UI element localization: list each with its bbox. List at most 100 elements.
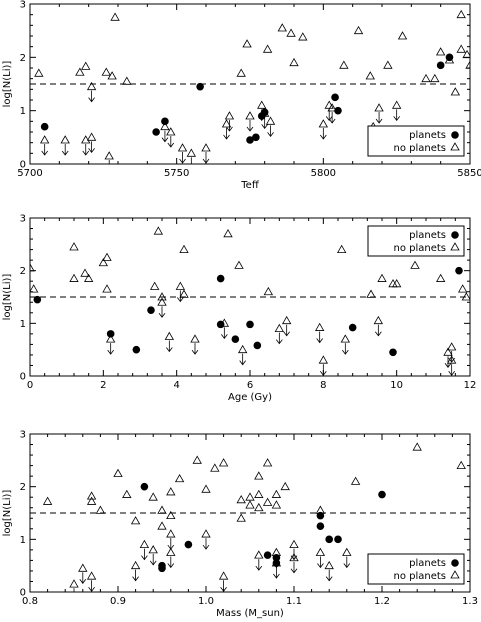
legend-label-planets: planets bbox=[409, 230, 446, 241]
y-tick-label: 3 bbox=[20, 214, 26, 225]
no-planets-marker bbox=[122, 76, 132, 85]
upper-limit-arrowhead bbox=[82, 150, 90, 156]
no-planets-marker bbox=[298, 32, 308, 41]
y-tick-label: 0 bbox=[20, 588, 26, 599]
planets-marker bbox=[40, 122, 49, 131]
no-planets-marker bbox=[83, 273, 94, 282]
planets-marker bbox=[33, 295, 42, 304]
x-tick-label: 0.8 bbox=[22, 596, 38, 607]
upper-limit-arrowhead bbox=[444, 363, 452, 368]
no-planets-marker bbox=[190, 334, 200, 343]
no-planets-marker bbox=[245, 492, 255, 501]
no-planets-marker bbox=[280, 481, 290, 491]
planets-marker bbox=[158, 564, 166, 573]
upper-limit-arrowhead bbox=[141, 555, 148, 561]
no-planets-marker bbox=[457, 284, 468, 293]
no-planets-marker bbox=[201, 143, 211, 152]
y-tick-label: 1 bbox=[20, 319, 26, 330]
y-axis-label: log[N(Li)] bbox=[2, 61, 13, 108]
planets-marker bbox=[184, 540, 193, 549]
upper-limit-arrowhead bbox=[261, 124, 268, 129]
planets-marker bbox=[316, 511, 325, 520]
planets-marker bbox=[334, 106, 342, 115]
y-tick-label: 2 bbox=[20, 482, 26, 493]
x-axis-label: Mass (M_sun) bbox=[216, 608, 284, 619]
no-planets-marker bbox=[373, 315, 384, 325]
upper-limit-arrowhead bbox=[61, 150, 69, 156]
no-planets-marker bbox=[223, 228, 233, 238]
upper-limit-arrowhead bbox=[88, 148, 95, 153]
no-planets-marker bbox=[80, 268, 90, 277]
upper-limit-arrowhead bbox=[273, 573, 280, 579]
no-planets-marker bbox=[102, 252, 112, 261]
upper-limit-arrowhead bbox=[79, 579, 87, 584]
no-planets-marker bbox=[462, 49, 470, 59]
upper-limit-arrowhead bbox=[202, 544, 210, 550]
no-planets-marker bbox=[340, 334, 351, 343]
no-planets-marker bbox=[336, 244, 347, 254]
planets-marker bbox=[272, 559, 281, 567]
x-tick-label: 10 bbox=[390, 380, 403, 391]
no-planets-marker bbox=[69, 273, 79, 282]
no-planets-marker bbox=[160, 121, 170, 131]
no-planets-marker bbox=[271, 500, 282, 509]
upper-limit-arrowhead bbox=[202, 158, 210, 164]
no-planets-marker bbox=[236, 68, 246, 77]
no-planets-marker bbox=[166, 547, 176, 556]
no-planets-marker bbox=[157, 297, 167, 306]
no-planets-marker bbox=[157, 505, 167, 514]
upper-limit-arrowhead bbox=[343, 563, 351, 569]
legend: planets no planets bbox=[367, 225, 465, 257]
no-planets-marker bbox=[443, 347, 453, 356]
no-planets-marker bbox=[353, 25, 364, 35]
no-planets-marker bbox=[374, 103, 384, 112]
planets-marker bbox=[263, 551, 272, 559]
chart-panel-3: 0.8 0.9 1.0 1.1 1.2 1.3 0 1 2 3 Mass (M_sun) log[N(… bbox=[2, 430, 478, 620]
no-planets-marker bbox=[39, 135, 50, 144]
upper-limit-arrowhead bbox=[107, 349, 114, 355]
no-planets-marker bbox=[456, 9, 466, 19]
upper-limit-arrowhead bbox=[226, 126, 233, 132]
no-planets-marker bbox=[210, 463, 220, 472]
x-tick-label: 0.9 bbox=[110, 596, 126, 607]
no-planets-marker bbox=[81, 61, 91, 70]
planets-marker bbox=[260, 108, 269, 117]
upper-limit-arrowhead bbox=[88, 97, 95, 103]
no-planets-marker bbox=[130, 560, 141, 570]
planets-marker bbox=[445, 53, 454, 62]
upper-limit-arrowhead bbox=[221, 334, 228, 340]
upper-limit-arrowhead bbox=[167, 142, 175, 148]
no-planets-marker bbox=[69, 579, 79, 588]
no-planets-marker bbox=[314, 322, 325, 331]
upper-limit-arrowhead bbox=[283, 331, 290, 337]
no-planets-marker bbox=[242, 39, 252, 48]
no-planets-marker bbox=[461, 292, 470, 301]
x-tick-label: 5700 bbox=[17, 168, 42, 179]
legend-label-planets: planets bbox=[409, 130, 446, 141]
planets-marker bbox=[152, 128, 160, 136]
no-planets-marker bbox=[236, 495, 246, 504]
no-planets-marker bbox=[397, 31, 408, 40]
legend-marker-no-planets bbox=[450, 242, 460, 251]
planets-marker bbox=[436, 61, 445, 70]
upper-limit-arrowhead bbox=[320, 134, 327, 140]
no-planets-marker bbox=[277, 23, 287, 32]
y-tick-label: 0 bbox=[20, 160, 26, 171]
planets-marker bbox=[231, 335, 240, 343]
no-planets-marker bbox=[318, 355, 329, 364]
upper-limit-arrowhead bbox=[158, 313, 166, 318]
upper-limit-arrowhead bbox=[220, 586, 227, 592]
legend: planets no planets bbox=[367, 553, 465, 585]
x-tick-label: 0 bbox=[27, 380, 33, 391]
no-planets-marker bbox=[435, 273, 446, 282]
upper-limit-arrowhead bbox=[161, 137, 169, 143]
no-planets-marker bbox=[186, 148, 197, 157]
no-planets-marker bbox=[377, 273, 387, 282]
planets-marker bbox=[272, 553, 281, 562]
no-planets-marker bbox=[34, 68, 44, 77]
planets-marker bbox=[348, 323, 357, 332]
no-planets-marker bbox=[166, 529, 176, 538]
upper-limit-arrowhead bbox=[325, 576, 333, 582]
